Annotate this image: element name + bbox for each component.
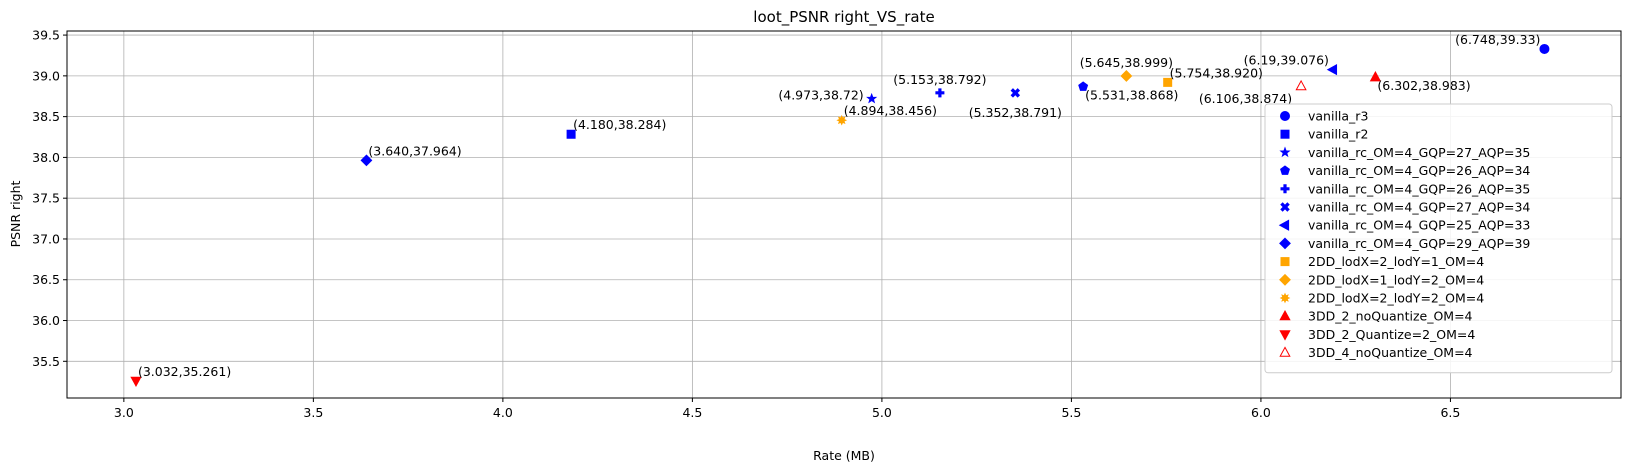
data-point-shape [1010,88,1021,98]
legend-marker [1280,202,1290,212]
chart-title: loot_PSNR right_VS_rate [753,8,934,27]
data-point [1326,64,1338,76]
x-tick-label: 6.5 [1440,405,1460,420]
data-label: (6.19,39.076) [1244,53,1329,68]
data-point [1295,79,1307,91]
axes-frame [66,30,1622,399]
data-label: (6.748,39.33) [1455,32,1540,47]
y-tick-label: 37.5 [32,191,60,206]
y-tick-label: 38.0 [32,150,60,165]
data-label: (5.153,38.792) [893,72,986,87]
x-tick-label: 3.5 [303,405,323,420]
legend-label: vanilla_rc_OM=4_GQP=26_AQP=34 [1308,163,1530,178]
legend-label: vanilla_r2 [1308,127,1368,142]
data-labels: (6.748,39.33) (4.180,38.284) (4.973,38.72)… [138,32,1540,379]
data-point [1010,88,1021,98]
legend-label: vanilla_rc_OM=4_GQP=25_AQP=33 [1308,218,1530,233]
y-tick-label: 39.5 [32,28,60,43]
x-tick-label: 5.5 [1061,405,1081,420]
data-point [1369,70,1382,82]
x-axis-title: Rate (MB) [813,448,875,463]
y-axis-title: PSNR right [8,180,23,247]
legend-marker [1280,184,1290,194]
legend-label: vanilla_rc_OM=4_GQP=26_AQP=35 [1308,181,1530,196]
data-point [360,154,373,167]
x-tick-label: 3.0 [114,405,134,420]
legend-label: 2DD_lodX=2_lodY=1_OM=4 [1308,254,1484,269]
x-tick-label: 6.0 [1251,405,1271,420]
legend-marker [1280,257,1290,267]
data-label: (6.106,38.874) [1199,91,1292,106]
x-tick-label: 4.5 [682,405,702,420]
data-label: (6.302,38.983) [1377,78,1470,93]
legend: vanilla_r3 vanilla_r2 vanilla_rc_OM=4_GQP=… [1264,103,1613,374]
legend-marker [1279,330,1291,341]
legend-marker [1279,292,1291,304]
data-label: (4.180,38.284) [573,117,666,132]
data-label: (5.531,38.868) [1085,88,1178,103]
legend-marker [1280,129,1290,139]
y-tick-label: 39.0 [32,68,60,83]
legend-label: vanilla_rc_OM=4_GQP=29_AQP=39 [1308,236,1530,251]
x-tick-label: 5.0 [872,405,892,420]
data-point [866,92,878,104]
x-tick-label: 4.0 [493,405,513,420]
data-label: (3.640,37.964) [368,143,461,158]
data-label: (4.973,38.72) [778,88,863,103]
legend-label: 3DD_2_noQuantize_OM=4 [1308,309,1473,324]
y-tick-label: 36.0 [32,313,60,328]
legend-marker [1279,309,1291,321]
data-label: (4.894,38.456) [844,103,937,118]
axis-ticks: 3.0 3.5 4.0 4.5 5.0 5.5 6.0 6.5 35.5 36.0 36.5 37.0… [32,28,1460,420]
legend-label: vanilla_rc_OM=4_GQP=27_AQP=35 [1308,145,1530,160]
data-point [130,376,142,388]
legend-marker-shape [1280,202,1290,212]
legend-label: 3DD_2_Quantize=2_OM=4 [1308,327,1475,342]
legend-label: vanilla_rc_OM=4_GQP=27_AQP=34 [1308,200,1530,215]
legend-label: 2DD_lodX=1_lodY=2_OM=4 [1308,272,1484,287]
legend-marker [1278,219,1290,231]
data-label: (3.032,35.261) [138,364,231,379]
data-point [935,88,945,98]
data-point [1539,43,1550,54]
y-tick-label: 36.5 [32,272,60,287]
legend-marker [1280,165,1290,175]
data-point [1078,81,1089,91]
legend-marker [1279,146,1291,158]
legend-marker [1280,111,1290,121]
data-point [836,114,848,126]
legend-marker [1279,346,1291,357]
legend-box [1264,103,1613,374]
data-label: (5.754,38.920) [1170,65,1263,80]
legend-label: vanilla_r3 [1308,109,1368,124]
data-label: (5.645,38.999) [1080,55,1173,70]
legend-label: 3DD_4_noQuantize_OM=4 [1308,345,1473,360]
data-point [566,129,576,139]
y-tick-label: 37.0 [32,231,60,246]
legend-marker [1279,237,1291,250]
y-tick-label: 35.5 [32,354,60,369]
data-point [1120,70,1133,82]
data-label: (5.352,38.791) [969,105,1062,120]
data-points [130,43,1550,388]
data-point [1163,77,1173,87]
legend-label: 2DD_lodX=2_lodY=2_OM=4 [1308,291,1484,306]
y-tick-label: 38.5 [32,109,60,124]
legend-marker [1279,273,1291,286]
